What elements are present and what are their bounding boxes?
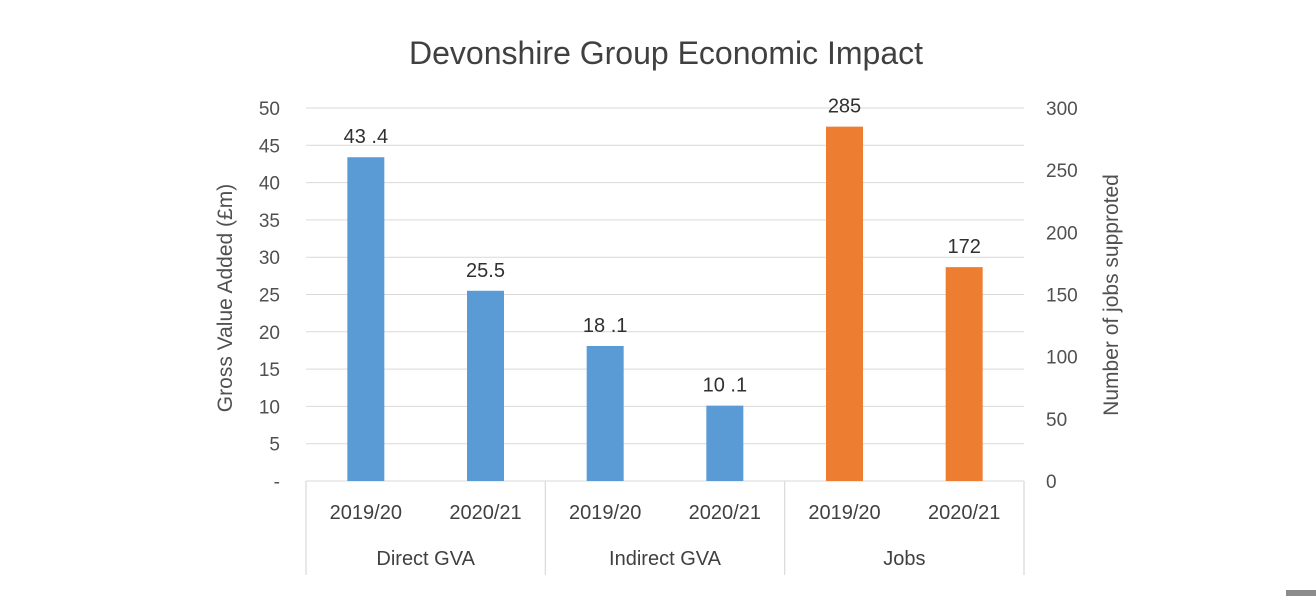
x-category-label: 2019/20 [330,502,402,524]
data-label: 18 .1 [583,315,627,337]
y-axis-left: - 5 10 15 20 25 30 35 40 45 50 [259,99,280,493]
data-labels: 43 .4 25.5 18 .1 10 .1 285 172 [344,96,981,397]
data-label: 285 [828,96,861,118]
y-tick-label: 20 [259,323,280,344]
y2-tick-label: 300 [1046,99,1078,120]
y-tick-label: - [274,472,280,493]
x-category-label: 2020/21 [449,502,521,524]
y-tick-label: 25 [259,286,280,307]
x-category-label: 2019/20 [569,502,641,524]
y-tick-label: 5 [269,435,280,456]
data-label: 172 [947,236,980,258]
y2-tick-label: 100 [1046,348,1078,369]
y-tick-label: 30 [259,248,280,269]
chart-title: Devonshire Group Economic Impact [409,35,923,71]
y-tick-label: 15 [259,360,280,381]
y-axis-title: Gross Value Added (£m) [214,184,237,412]
y-axis-right: 0 50 100 150 200 250 300 [1046,99,1078,493]
data-label: 25.5 [466,260,505,282]
scrollbar-mark [1286,590,1316,596]
data-label: 10 .1 [703,375,747,397]
y-tick-label: 45 [259,136,280,157]
bar [467,290,504,481]
data-label: 43 .4 [344,126,388,148]
y2-tick-label: 50 [1046,410,1067,431]
gridlines [306,107,1024,482]
y2-tick-label: 200 [1046,223,1078,244]
x-axis: 2019/20 2020/21 Direct GVA 2019/20 2020/21 In… [305,481,1025,575]
bar [347,157,385,481]
y-tick-label: 35 [259,211,280,232]
x-category-label: 2019/20 [808,502,880,524]
x-category-label: 2020/21 [689,502,761,524]
bar [586,345,624,481]
bars [347,126,983,482]
y2-tick-label: 0 [1046,472,1057,493]
y-tick-label: 10 [259,397,280,418]
bar [706,405,744,481]
x-category-label: 2020/21 [928,502,1000,524]
bar [826,126,863,482]
y2-tick-label: 150 [1046,286,1078,307]
bar [945,267,983,481]
x-group-label: Direct GVA [376,548,475,570]
y-tick-label: 40 [259,174,280,195]
y2-axis-title: Number of jobs supproted [1100,174,1123,416]
y-tick-label: 50 [259,99,280,120]
x-group-label: Indirect GVA [609,548,722,570]
x-group-label: Jobs [883,548,925,570]
y2-tick-label: 250 [1046,161,1078,182]
